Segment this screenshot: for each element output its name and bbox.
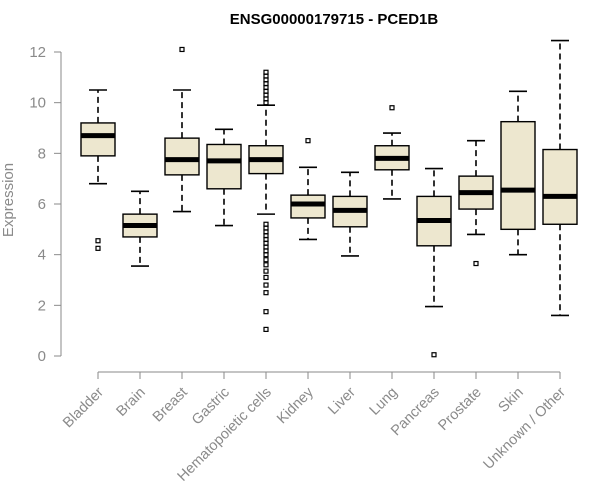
box-iqr (164, 137, 200, 176)
box-group (500, 90, 536, 256)
outlier-point (263, 326, 269, 332)
y-tick-label: 8 (38, 145, 46, 162)
box-group (122, 190, 158, 267)
box-iqr (290, 194, 326, 219)
box-group (164, 46, 200, 213)
y-tick-label: 4 (38, 247, 46, 264)
outlier-point (263, 268, 269, 274)
x-tick-label: Liver (325, 384, 359, 418)
x-tick-label: Breast (150, 385, 191, 426)
box-iqr (542, 148, 578, 225)
x-tick-label: Lung (367, 385, 401, 419)
outlier-point (431, 352, 437, 358)
x-tick-label: Prostate (435, 385, 484, 434)
outlier-point (263, 282, 269, 288)
box-group (542, 39, 578, 317)
outlier-point (473, 260, 479, 267)
box-iqr (206, 143, 242, 190)
outlier-point (263, 221, 269, 227)
box-iqr (80, 122, 116, 157)
y-axis-label: Expression (0, 163, 17, 237)
outlier-point (95, 238, 101, 244)
outlier-point (263, 274, 269, 281)
y-axis: 0 2 4 6 8 10 12 (29, 44, 62, 365)
y-tick-label: 2 (38, 297, 46, 314)
outlier-point (95, 245, 101, 251)
y-tick-label: 6 (38, 196, 46, 213)
x-tick-label: Brain (114, 385, 149, 420)
chart-title: ENSG00000179715 - PCED1B (230, 11, 439, 28)
y-tick-label: 10 (29, 95, 46, 112)
x-tick-label: Bladder (60, 384, 107, 431)
box-iqr (500, 120, 536, 231)
box-group (374, 105, 410, 200)
box-group (206, 128, 242, 227)
box-group (416, 167, 452, 358)
x-tick-label: Skin (496, 385, 527, 416)
outlier-point (179, 46, 185, 53)
box-group (290, 138, 326, 241)
box-group (248, 69, 284, 332)
outlier-point (263, 262, 269, 268)
outlier-point (389, 105, 395, 111)
x-tick-label: Kidney (274, 384, 317, 427)
outlier-point (263, 309, 269, 315)
outlier-point (263, 257, 269, 263)
y-tick-label: 0 (38, 348, 46, 365)
outlier-point (263, 290, 269, 296)
box-group (458, 139, 494, 267)
outlier-point (305, 138, 311, 144)
box-series (80, 39, 578, 358)
outlier-point (263, 69, 269, 75)
box-group (332, 171, 368, 257)
box-group (80, 89, 116, 251)
y-tick-label: 12 (29, 44, 46, 61)
